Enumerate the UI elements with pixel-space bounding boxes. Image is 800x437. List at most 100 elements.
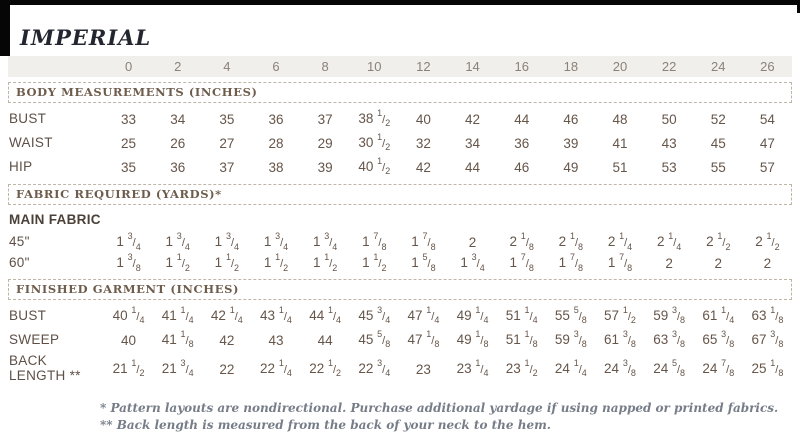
value-cell: 59 3/8	[653, 304, 686, 326]
value-cell: 23 1/2	[505, 357, 538, 379]
value-cell: 28	[268, 135, 284, 151]
photo-frame-right-edge	[797, 0, 800, 13]
value-cell: 40	[415, 111, 431, 127]
value-cell: 47 1/4	[407, 304, 440, 326]
value-cell: 1 5/8	[411, 252, 436, 273]
size-header-cell: 14	[465, 59, 480, 74]
table-row: BUST 40 1/4 41 1/4 42 1/4 43 1/4 44 1/4 45 3/4…	[8, 304, 792, 328]
value-cell: 43 1/4	[260, 304, 292, 326]
value-cell: 32	[415, 135, 431, 151]
row-label: 45"	[9, 234, 30, 250]
size-header-row: 0 2 4 6 8 10 12 14 16 18 20 22 24 26	[8, 56, 792, 77]
value-cell: 44	[317, 332, 333, 348]
section-body-measurements: BODY MEASUREMENTS (INCHES) BUST 33 34 35 36 37…	[8, 82, 792, 179]
value-cell: 23	[415, 361, 431, 377]
value-cell: 44 1/4	[309, 304, 342, 326]
value-cell: 42	[219, 332, 235, 348]
value-cell: 57	[759, 159, 775, 175]
value-cell: 45 3/4	[358, 304, 391, 326]
value-cell: 42 1/4	[210, 304, 243, 326]
value-cell: 1 3/4	[460, 252, 485, 273]
value-cell: 54	[759, 111, 775, 127]
value-cell: 1 1/2	[263, 252, 289, 273]
size-header-cell: 18	[563, 59, 579, 74]
value-cell: 2	[468, 235, 477, 250]
value-cell: 29	[317, 135, 333, 151]
value-cell: 42	[415, 159, 431, 175]
value-cell: 24 1/4	[554, 357, 587, 379]
table-row: BUST 33 34 35 36 37 38 1/2 40 42 44 46 48 50 52 54	[8, 107, 792, 131]
size-header-cell: 0	[124, 59, 133, 74]
value-cell: 24 5/8	[653, 357, 686, 379]
value-cell: 22 1/2	[309, 357, 342, 379]
row-label: SWEEP	[9, 331, 60, 347]
value-cell: 26	[170, 135, 186, 151]
value-cell: 63 3/8	[653, 328, 686, 350]
table-row: WAIST 25 26 27 28 29 30 1/2 32 34 36 39 41 43 45 47	[8, 131, 792, 155]
value-cell: 36	[170, 159, 186, 175]
size-header-cell: 24	[711, 59, 726, 74]
value-cell: 39	[563, 135, 579, 151]
value-cell: 25	[121, 135, 137, 151]
value-cell: 22 1/4	[260, 357, 292, 379]
value-cell: 67 3/8	[751, 328, 784, 350]
size-header-cell: 20	[612, 59, 628, 74]
table-row: HIP 35 36 37 38 39 40 1/2 42 44 46 49 51 53 55 57	[8, 155, 792, 179]
value-cell: 47 1/8	[407, 328, 440, 350]
row-label: WAIST	[9, 134, 53, 150]
measurement-sections: BODY MEASUREMENTS (INCHES) BUST 33 34 35 36 37…	[8, 82, 792, 386]
value-cell: 44	[465, 159, 481, 175]
value-cell: 57 1/2	[604, 304, 636, 326]
section-heading: BODY MEASUREMENTS (INCHES)	[8, 82, 792, 103]
size-header-cell: 10	[367, 59, 382, 74]
value-cell: 37	[317, 111, 333, 127]
table-row: 60" 1 3/8 1 1/2 1 1/2 1 1/2 1 1/2 1 1/2 1 5/8 1 …	[8, 252, 792, 274]
value-cell: 35	[121, 159, 137, 175]
value-cell: 24 3/8	[604, 357, 636, 379]
value-cell: 61 1/4	[702, 304, 735, 326]
value-cell: 1 3/4	[116, 231, 141, 252]
value-cell: 1 7/8	[607, 252, 633, 273]
value-cell: 41 1/8	[161, 328, 194, 350]
value-cell: 55	[710, 159, 726, 175]
value-cell: 2	[665, 256, 673, 271]
value-cell: 41	[612, 135, 628, 151]
value-cell: 1 7/8	[411, 231, 436, 252]
size-header-cell: 16	[514, 59, 529, 74]
value-cell: 21 3/4	[161, 357, 194, 379]
value-cell: 21 1/2	[112, 357, 145, 379]
value-cell: 46	[563, 111, 579, 127]
value-cell: 33	[121, 111, 137, 127]
value-cell: 55 5/8	[554, 304, 587, 326]
value-cell: 48	[612, 111, 628, 127]
value-cell: 1 3/4	[165, 231, 190, 252]
footnote-line: ** Back length is measured from the back…	[100, 418, 551, 433]
size-chart-page: IMPERIAL 0 2 4 6 8 10 12 14 16 18 20 22 24 26 BODY ME…	[0, 5, 800, 435]
value-cell: 34	[170, 111, 186, 127]
value-cell: 37	[219, 159, 235, 175]
value-cell: 27	[219, 135, 235, 151]
value-cell: 2 1/2	[706, 231, 731, 252]
value-cell: 35	[219, 111, 235, 127]
footnotes: * Pattern layouts are nondirectional. Pu…	[100, 400, 792, 435]
value-cell: 2	[763, 256, 772, 271]
value-cell: 1 1/2	[214, 252, 240, 273]
value-cell: 39	[317, 159, 333, 175]
value-cell: 49 1/4	[456, 304, 489, 326]
value-cell: 24 7/8	[702, 357, 735, 379]
value-cell: 22 3/4	[358, 357, 391, 379]
value-cell: 47	[759, 135, 775, 151]
size-header-cell: 6	[272, 59, 280, 74]
row-label: HIP	[9, 158, 33, 174]
value-cell: 45 5/8	[358, 328, 391, 350]
value-cell: 40	[121, 332, 137, 348]
page-title: IMPERIAL	[20, 25, 152, 50]
value-cell: 23 1/4	[456, 357, 489, 379]
value-cell: 36	[514, 135, 530, 151]
value-cell: 2 1/8	[509, 231, 534, 252]
value-cell: 42	[465, 111, 481, 127]
value-cell: 34	[465, 135, 481, 151]
size-header-cell: 8	[321, 59, 329, 74]
value-cell: 51 1/8	[505, 328, 538, 350]
value-cell: 1 3/4	[214, 231, 240, 252]
